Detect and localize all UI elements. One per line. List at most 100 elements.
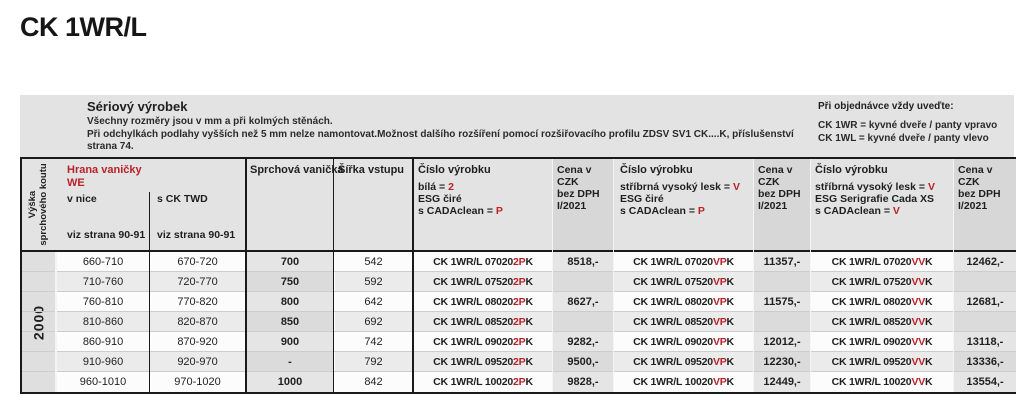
cell-s-ck-twd: 870-920 — [150, 332, 245, 351]
order-note: Při objednávce vždy uveďte: CK 1WR = kyv… — [818, 101, 1013, 145]
cell-product-code-serigraphy: CK 1WR/L 09520 VV K — [811, 352, 953, 371]
table-row: 910-960 920-970 - 792 CK 1WR/L 09520 2P K… — [20, 352, 1016, 372]
height-header-line1: Výška — [26, 190, 38, 219]
cell-v-nice: 860-910 — [57, 332, 149, 351]
cell-product-code-serigraphy: CK 1WR/L 07020 VV K — [811, 252, 953, 271]
product-header-line: bílá = 2 — [418, 181, 454, 193]
cell-s-ck-twd: 770-820 — [150, 292, 245, 311]
info-banner: Sériový výrobek Všechny rozměry jsou v m… — [20, 95, 1014, 157]
see-page-ref-1: viz strana 90-91 — [67, 229, 146, 241]
cell-price-silver: 12449,- — [754, 372, 810, 392]
cell-shower-tray: 700 — [247, 252, 333, 271]
rule-bottom — [20, 392, 1016, 394]
rule-before-tray — [245, 159, 247, 392]
rule-under-header — [20, 250, 1016, 252]
cell-entry-width: 692 — [335, 312, 412, 331]
cell-price-serigraphy — [954, 272, 1016, 291]
cell-price-silver — [754, 312, 810, 331]
series-note: Sériový výrobek Všechny rozměry jsou v m… — [87, 99, 807, 154]
cell-s-ck-twd: 920-970 — [150, 352, 245, 371]
table-row: 860-910 870-920 900 742 CK 1WR/L 09020 2… — [20, 332, 1016, 352]
col-separator — [810, 159, 811, 392]
cell-v-nice: 910-960 — [57, 352, 149, 371]
cell-price-white: 8627,- — [553, 292, 613, 311]
product-header-line: ESG Serigrafie Cada XS — [815, 193, 935, 205]
series-note-line3: strana 74. — [87, 141, 134, 152]
table-body: 2000 660-710 670-720 700 542 CK 1WR/L 07… — [20, 252, 1016, 392]
cell-product-code-white: CK 1WR/L 09020 2P K — [414, 332, 552, 351]
subcol-s-ck-twd: s CK TWD — [157, 193, 208, 205]
rule-left-edge — [20, 159, 22, 392]
page-title: CK 1WR/L — [20, 12, 147, 42]
price-column-header-1: Cena v CZK bez DPH I/2021 — [557, 164, 600, 212]
cell-product-code-serigraphy: CK 1WR/L 08520 VV K — [811, 312, 953, 331]
cell-product-code-serigraphy: CK 1WR/L 07520 VV K — [811, 272, 953, 291]
tray-column-header: Sprchová vanička — [250, 164, 344, 176]
product-header-line: s CADAclean = V — [815, 205, 900, 217]
cell-product-code-silver: CK 1WR/L 07020 VP K — [614, 252, 753, 271]
cell-price-white: 9500,- — [553, 352, 613, 371]
cell-product-code-white: CK 1WR/L 10020 2P K — [414, 372, 552, 392]
cell-entry-width: 592 — [335, 272, 412, 291]
cell-v-nice: 960-1010 — [57, 372, 149, 392]
tray-edge-title-line2: WE — [67, 177, 85, 189]
cell-price-serigraphy: 13336,- — [954, 352, 1016, 371]
table-row: 810-860 820-870 850 692 CK 1WR/L 08520 2… — [20, 312, 1016, 332]
cell-price-silver — [754, 272, 810, 291]
cell-price-serigraphy: 13554,- — [954, 372, 1016, 392]
cell-price-silver: 12012,- — [754, 332, 810, 351]
cell-product-code-silver: CK 1WR/L 08020 VP K — [614, 292, 753, 311]
product-header-title: Číslo výrobku — [620, 164, 693, 176]
price-column-header-2: Cena v CZK bez DPH I/2021 — [758, 164, 801, 212]
table-row: 760-810 770-820 800 642 CK 1WR/L 08020 2… — [20, 292, 1016, 312]
cell-price-serigraphy — [954, 312, 1016, 331]
cell-product-code-white: CK 1WR/L 08520 2P K — [414, 312, 552, 331]
cell-v-nice: 760-810 — [57, 292, 149, 311]
product-header-line: ESG čiré — [418, 193, 462, 205]
entry-width-column-header: Šířka vstupu — [338, 164, 405, 176]
rule-subcol-divider — [149, 192, 150, 392]
cell-product-code-white: CK 1WR/L 08020 2P K — [414, 292, 552, 311]
cell-entry-width: 742 — [335, 332, 412, 351]
cell-shower-tray: 750 — [247, 272, 333, 291]
cell-entry-width: 542 — [335, 252, 412, 271]
product-header-title: Číslo výrobku — [815, 164, 888, 176]
cell-product-code-serigraphy: CK 1WR/L 08020 VV K — [811, 292, 953, 311]
cell-entry-width: 842 — [335, 372, 412, 392]
order-line-right-hinge: CK 1WR = kyvné dveře / panty vpravo — [818, 120, 998, 131]
height-value-cell: 2000 — [20, 252, 55, 392]
rule-top — [20, 157, 1016, 159]
cell-product-code-silver: CK 1WR/L 09020 VP K — [614, 332, 753, 351]
product-header-line: s CADAclean = P — [418, 205, 503, 217]
cell-product-code-silver: CK 1WR/L 10020 VP K — [614, 372, 753, 392]
cell-product-code-silver: CK 1WR/L 08520 VP K — [614, 312, 753, 331]
series-note-line1: Všechny rozměry jsou v mm a při kolmých … — [87, 116, 333, 127]
rule-before-products — [412, 159, 414, 392]
cell-v-nice: 710-760 — [57, 272, 149, 291]
cell-price-white: 9282,- — [553, 332, 613, 351]
cell-price-silver: 11357,- — [754, 252, 810, 271]
col-separator — [613, 159, 614, 392]
product-header-white: Číslo výrobku bílá = 2 ESG čiré s CADAcl… — [418, 164, 548, 217]
tray-edge-title-line1: Hrana vaničky — [67, 164, 142, 176]
col-separator — [552, 159, 553, 392]
product-header-title: Číslo výrobku — [418, 164, 491, 176]
cell-v-nice: 810-860 — [57, 312, 149, 331]
product-header-serigraphy: Číslo výrobku stříbrná vysoký lesk = V E… — [815, 164, 951, 217]
product-header-line: ESG čiré — [620, 193, 664, 205]
cell-product-code-white: CK 1WR/L 09520 2P K — [414, 352, 552, 371]
price-column-header-3: Cena v CZK bez DPH I/2021 — [958, 164, 1001, 212]
see-page-ref-2: viz strana 90-91 — [157, 229, 236, 241]
cell-price-white: 8518,- — [553, 252, 613, 271]
cell-s-ck-twd: 720-770 — [150, 272, 245, 291]
cell-s-ck-twd: 670-720 — [150, 252, 245, 271]
cell-v-nice: 660-710 — [57, 252, 149, 271]
cell-product-code-white: CK 1WR/L 07520 2P K — [414, 272, 552, 291]
subcol-v-nice: v nice — [67, 193, 97, 205]
series-heading: Sériový výrobek — [87, 99, 188, 114]
table-row: 710-760 720-770 750 592 CK 1WR/L 07520 2… — [20, 272, 1016, 292]
price-header-bg-1 — [552, 159, 613, 250]
cell-shower-tray: 850 — [247, 312, 333, 331]
cell-price-silver: 11575,- — [754, 292, 810, 311]
tray-edge-group-header: Hrana vaničky WE — [67, 164, 142, 190]
